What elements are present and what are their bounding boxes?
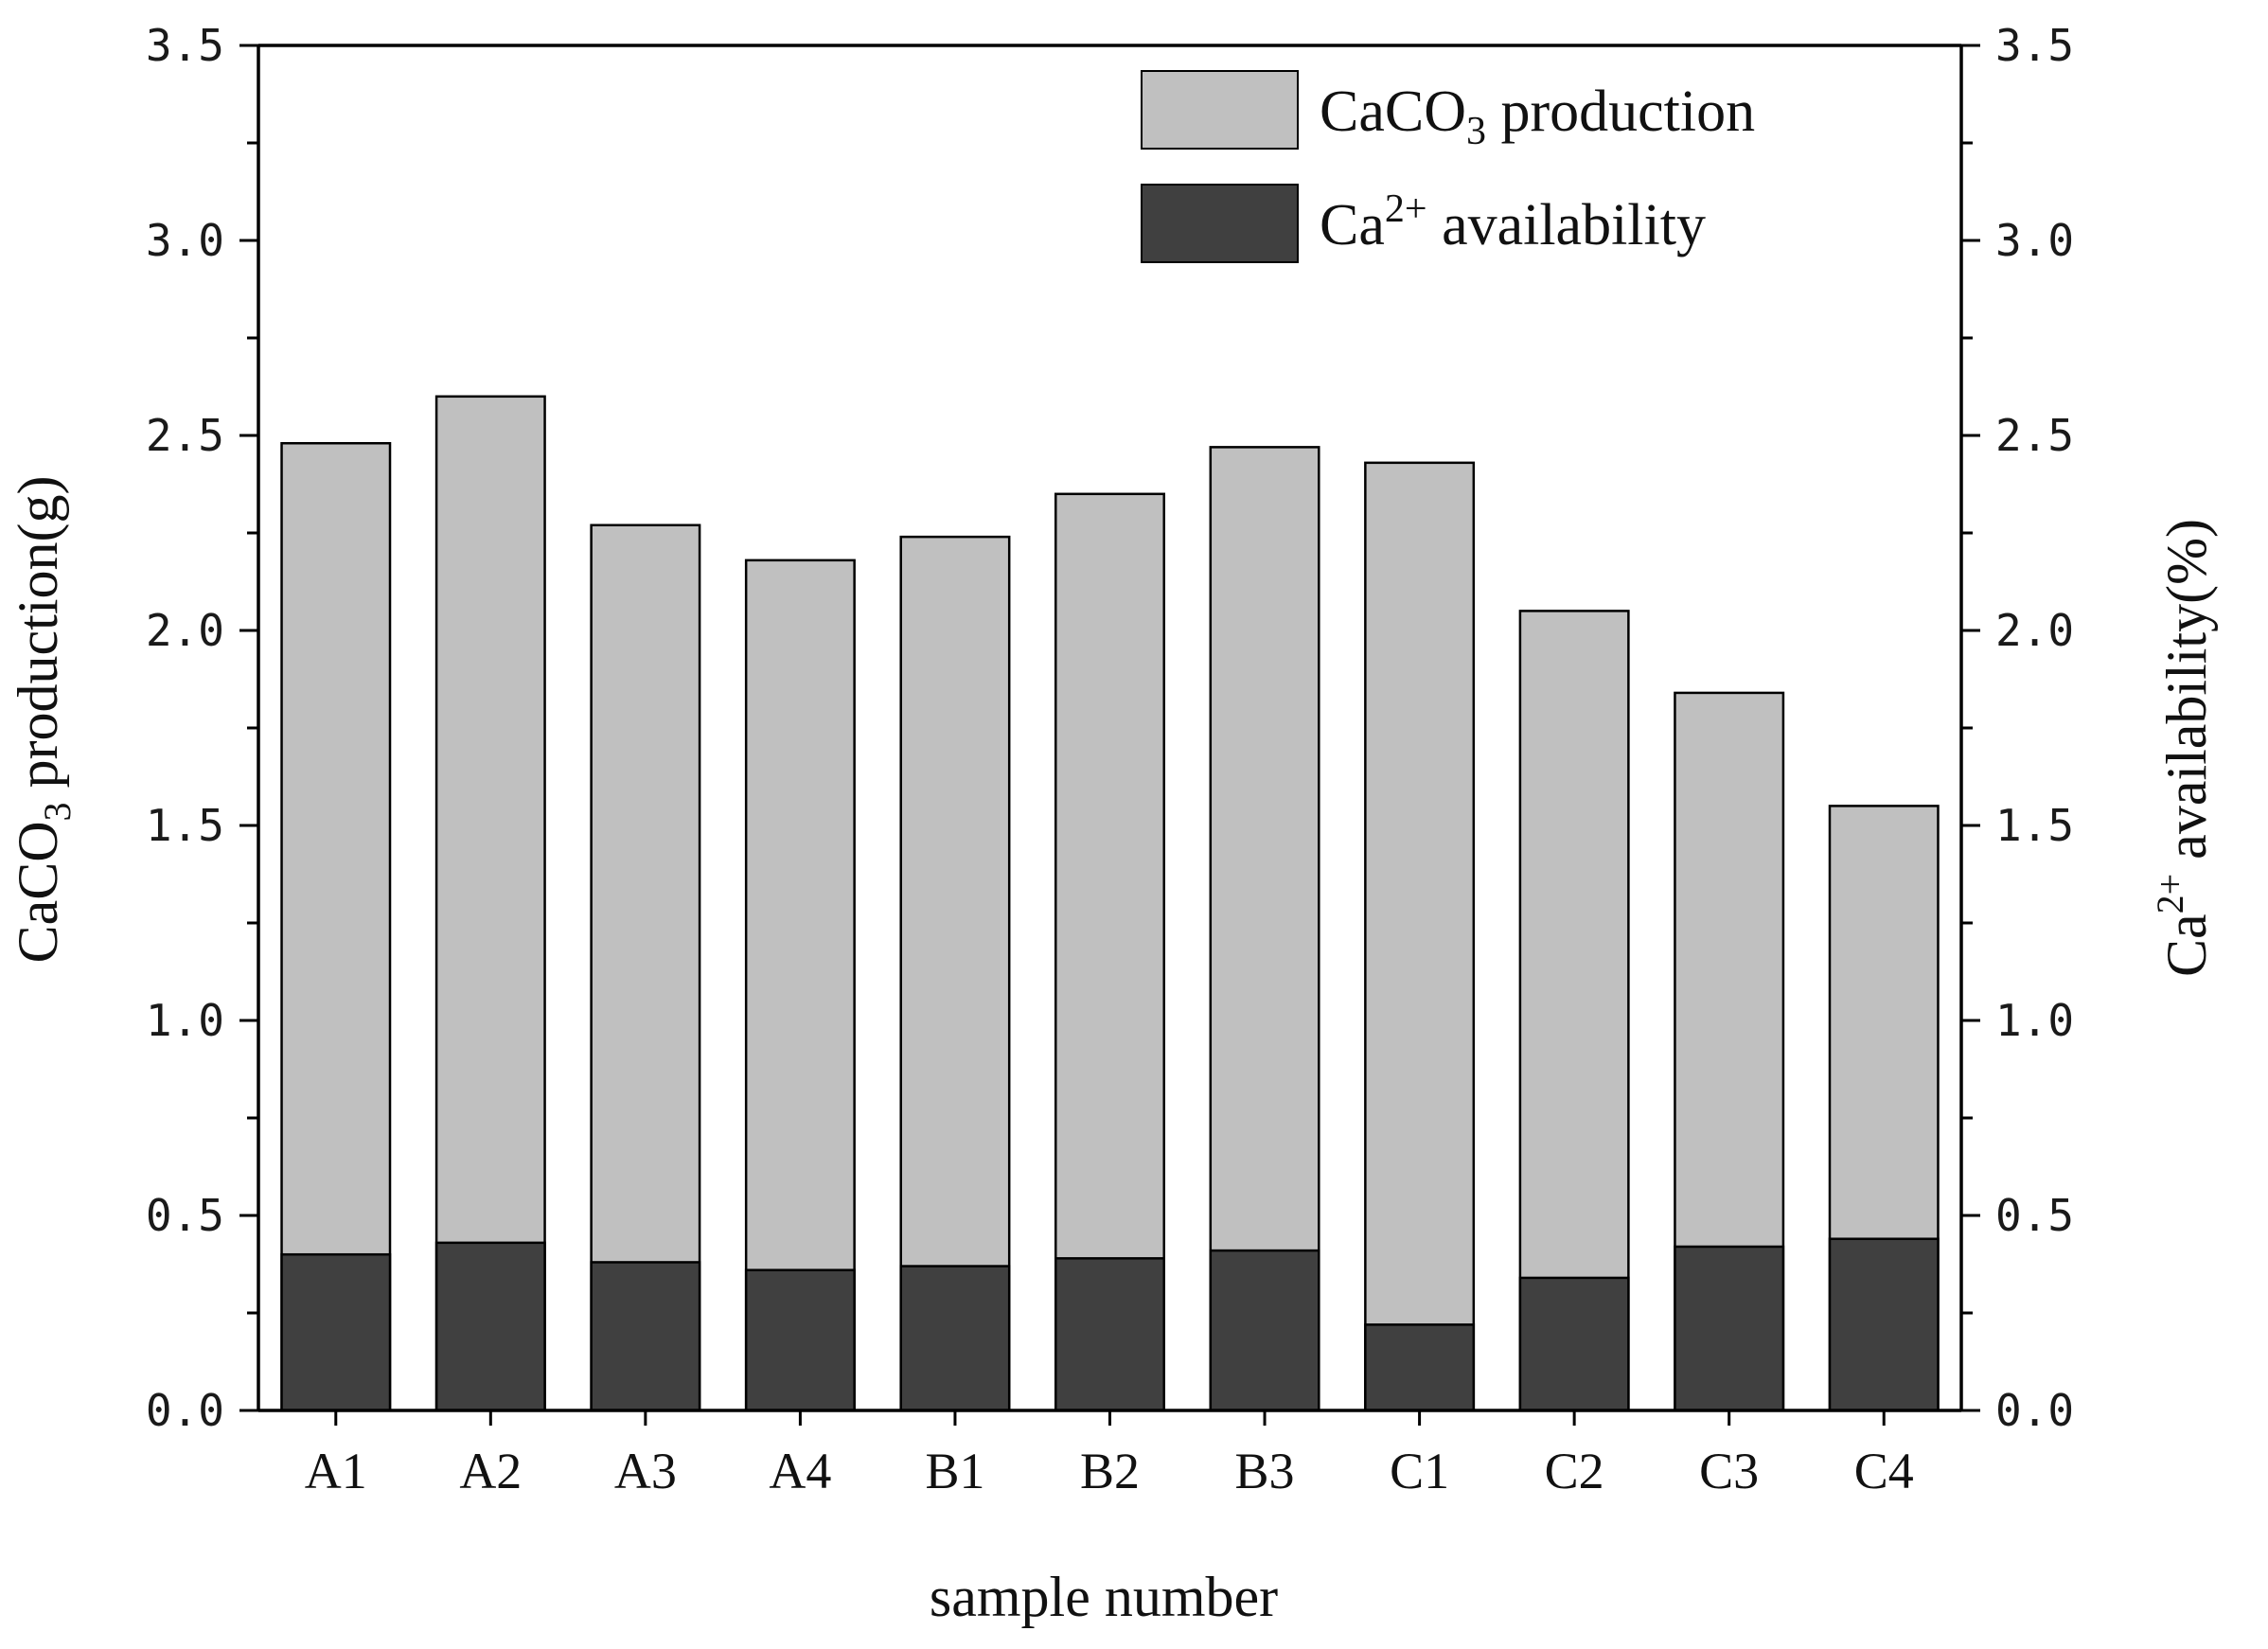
- bar-ca2-c2: [1518, 1276, 1630, 1412]
- y-tick-label-0: 0.0: [146, 1385, 224, 1436]
- y2-axis-title-base: Ca: [2155, 913, 2218, 977]
- y-tick-label-4: 2.0: [146, 605, 224, 656]
- ticks-layer: A1 A2 A3 A4 B1 B2 B3 C1 C2 C3 C4 0.0 0.5 1.0 1.5 2.0 2.5…: [146, 20, 2074, 1499]
- bar-ca2-a1: [280, 1252, 392, 1412]
- legend-label-ca2-rest: availability: [1427, 193, 1706, 257]
- legend-label-ca2-base: Ca: [1320, 193, 1385, 257]
- y2-tick-label-2: 1.0: [1995, 995, 2074, 1046]
- bar-ca2-c4: [1828, 1237, 1940, 1412]
- legend-label-caco3-rest: production: [1486, 80, 1755, 144]
- legend-label-caco3: CaCO3 production: [1320, 80, 1755, 153]
- y2-tick-label-0: 0.0: [1995, 1385, 2074, 1436]
- bar-ca2-c3: [1674, 1245, 1785, 1412]
- y2-tick-label-6: 3.0: [1995, 215, 2074, 266]
- y2-tick-label-5: 2.5: [1995, 410, 2074, 461]
- x-tick-label-b3: B3: [1235, 1443, 1295, 1499]
- x-tick-label-a3: A3: [614, 1443, 677, 1499]
- bar-ca2-a3: [590, 1261, 701, 1412]
- x-tick-label-c2: C2: [1545, 1443, 1604, 1499]
- bar-ca2-b1: [899, 1265, 1011, 1412]
- bar-ca2-b3: [1209, 1249, 1320, 1412]
- y-axis-title-base: CaCO: [7, 821, 69, 963]
- bar-ca2-a4: [744, 1268, 856, 1412]
- x-tick-label-c4: C4: [1854, 1443, 1914, 1499]
- y-axis-title-rest: production(g): [7, 476, 69, 803]
- y2-tick-label-1: 0.5: [1995, 1190, 2074, 1241]
- y2-axis-title-rest: availability(%): [2155, 519, 2218, 874]
- y-tick-label-7: 3.5: [146, 20, 224, 71]
- legend-label-ca2: Ca2+ availability: [1320, 187, 1706, 257]
- x-tick-label-b1: B1: [925, 1443, 984, 1499]
- y2-axis-title-sup: 2+: [2149, 874, 2191, 914]
- y2-tick-label-3: 1.5: [1995, 800, 2074, 851]
- y-axis-title: CaCO3 production(g): [7, 476, 79, 964]
- x-tick-label-a4: A4: [769, 1443, 831, 1499]
- y-tick-label-3: 1.5: [146, 800, 224, 851]
- y-tick-label-5: 2.5: [146, 410, 224, 461]
- y-tick-label-2: 1.0: [146, 995, 224, 1046]
- x-tick-label-c3: C3: [1699, 1443, 1759, 1499]
- bar-caco3-a4: [744, 559, 856, 1412]
- x-axis-title: sample number: [930, 1566, 1278, 1628]
- bar-ca2-c1: [1364, 1323, 1476, 1412]
- x-tick-label-c1: C1: [1390, 1443, 1449, 1499]
- legend: CaCO3 production Ca2+ availability: [1141, 70, 1755, 263]
- y-tick-label-1: 0.5: [146, 1190, 224, 1241]
- y-tick-label-6: 3.0: [146, 215, 224, 266]
- x-tick-label-b2: B2: [1080, 1443, 1140, 1499]
- bar-ca2-a2: [434, 1241, 546, 1412]
- x-tick-label-a2: A2: [459, 1443, 522, 1499]
- y2-tick-label-7: 3.5: [1995, 20, 2074, 71]
- legend-label-caco3-sub: 3: [1466, 110, 1486, 153]
- bars-layer: [280, 395, 1940, 1412]
- bar-ca2-b2: [1054, 1257, 1165, 1412]
- legend-swatch-caco3: [1141, 70, 1299, 150]
- legend-swatch-ca2: [1141, 184, 1299, 263]
- legend-label-caco3-base: CaCO: [1320, 80, 1466, 144]
- y2-axis-title: Ca2+ availability(%): [2149, 519, 2218, 977]
- legend-label-ca2-sup: 2+: [1385, 187, 1427, 231]
- y-axis-title-sub: 3: [36, 802, 79, 821]
- y2-tick-label-4: 2.0: [1995, 605, 2074, 656]
- bar-caco3-b1: [899, 535, 1011, 1412]
- bar-caco3-c1: [1364, 461, 1476, 1412]
- bar-caco3-a1: [280, 441, 392, 1412]
- bar-caco3-a2: [434, 395, 546, 1412]
- x-tick-label-a1: A1: [305, 1443, 367, 1499]
